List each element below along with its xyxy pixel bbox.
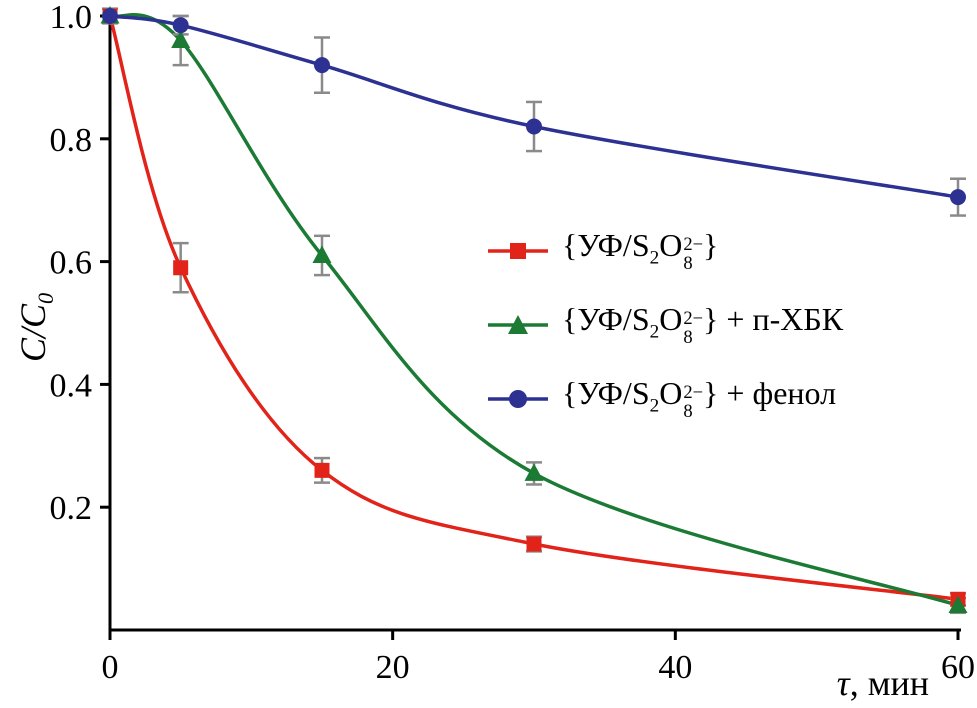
legend-label-p-cba: {УФ/S2O 2− 8} + п-ХБК (562, 300, 844, 349)
marker-circle (314, 57, 330, 74)
x-tick-label: 0 (102, 649, 119, 686)
marker-triangle (312, 245, 332, 263)
x-tick-label: 60 (941, 649, 975, 686)
legend-item-phenol: {УФ/S2O 2− 8} + фенол (486, 374, 843, 423)
x-tick-label: 40 (658, 649, 692, 686)
marker-square (173, 260, 189, 276)
legend-marker-square-icon (488, 242, 548, 259)
legend: {УФ/S2O 2− 8} {УФ/S2O 2− 8} + п-ХБК {УФ/S2O 2… (486, 227, 844, 423)
legend-marker-circle-icon (488, 389, 548, 408)
ylabel-c0: C (13, 303, 53, 328)
marker-square (314, 462, 330, 478)
marker-triangle (171, 30, 191, 49)
x-tick-label: 20 (376, 649, 410, 686)
legend-label-uv-persulfate: {УФ/S2O 2− 8} (562, 227, 719, 275)
y-tick-label: 0.6 (50, 245, 93, 282)
marker-square (526, 536, 542, 552)
y-tick-label: 0.2 (50, 490, 93, 527)
x-axis-label: τ, мин (837, 662, 929, 704)
marker-circle (950, 189, 966, 206)
xlabel-tau: τ (836, 663, 850, 703)
marker-triangle (948, 595, 968, 613)
legend-item-p-cba: {УФ/S2O 2− 8} + п-ХБК (486, 300, 844, 349)
marker-triangle (524, 463, 544, 481)
legend-marker-triangle-icon (488, 314, 548, 334)
series-line (108, 14, 960, 602)
marker-circle (526, 118, 542, 135)
y-tick-label: 0.8 (50, 122, 93, 159)
xlabel-units: , мин (849, 663, 929, 703)
ylabel-slash: / (13, 327, 53, 338)
legend-item-uv-persulfate: {УФ/S2O 2− 8} (486, 227, 843, 275)
y-tick-label: 1.0 (50, 0, 93, 36)
y-axis-label: C/C0 (12, 293, 59, 362)
marker-circle (102, 8, 118, 24)
marker-circle (172, 17, 189, 34)
y-tick-label: 0.4 (50, 367, 93, 404)
legend-label-phenol: {УФ/S2O 2− 8} + фенол (562, 374, 837, 423)
ylabel-sub: 0 (33, 292, 59, 304)
ylabel-c: C (13, 337, 53, 362)
